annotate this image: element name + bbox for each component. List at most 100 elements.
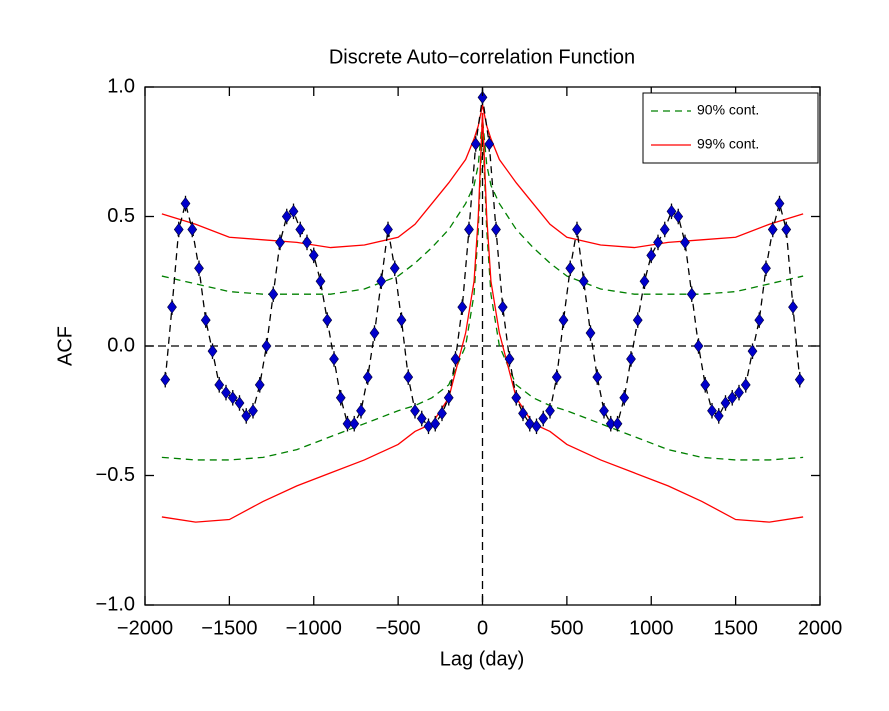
acf-point	[437, 406, 447, 420]
x-tick-label: 2000	[798, 617, 843, 639]
acf-point	[275, 235, 285, 249]
acf-point	[491, 222, 501, 236]
acf-point	[464, 222, 474, 236]
acf-point	[747, 344, 758, 358]
confidence-line	[161, 118, 804, 295]
acf-point	[700, 378, 711, 392]
acf-point	[653, 235, 663, 249]
acf-point	[774, 197, 785, 211]
legend-label: 90% cont.	[697, 102, 759, 118]
acf-point	[443, 391, 454, 405]
acf-point	[180, 197, 191, 211]
acf-point	[214, 378, 225, 392]
acf-point	[430, 417, 441, 431]
confidence-line	[161, 112, 804, 523]
acf-point	[457, 300, 468, 314]
confidence-line	[161, 125, 804, 461]
acf-point	[207, 344, 218, 358]
acf-point	[673, 210, 684, 223]
acf-point	[592, 370, 603, 384]
acf-point	[646, 248, 657, 262]
acf-point	[632, 313, 643, 327]
acf-point	[160, 373, 171, 387]
acf-point	[349, 417, 360, 431]
x-tick-label: 1000	[629, 617, 674, 639]
acf-point	[241, 409, 252, 423]
chart-title: Discrete Auto−correlation Function	[329, 46, 635, 68]
acf-point	[315, 274, 326, 288]
acf-point	[389, 261, 400, 275]
acf-point	[734, 386, 744, 400]
acf-point	[362, 370, 373, 384]
acf-point	[740, 378, 751, 392]
acf-point	[356, 404, 366, 418]
x-tick-label: −1000	[286, 617, 342, 639]
acf-point	[666, 204, 677, 218]
x-tick-label: 1500	[713, 617, 758, 639]
acf-point	[396, 313, 407, 327]
acf-point	[376, 274, 387, 288]
acf-point	[713, 409, 724, 423]
acf-point	[720, 396, 731, 410]
acf-point	[707, 404, 717, 418]
acf-point	[754, 313, 765, 327]
acf-point	[578, 274, 589, 288]
acf-point	[680, 235, 690, 249]
acf-point	[200, 313, 211, 327]
x-tick-label: −2000	[117, 617, 173, 639]
y-tick-label: 0.5	[107, 205, 135, 227]
acf-point	[254, 378, 265, 392]
acf-point	[788, 300, 798, 314]
acf-point	[227, 391, 238, 405]
acf-point	[761, 261, 771, 275]
acf-point	[322, 313, 333, 327]
acf-point	[369, 326, 380, 340]
acf-point	[268, 287, 279, 301]
acf-point	[572, 222, 582, 236]
acf-point	[531, 419, 542, 433]
y-tick-label: 1.0	[107, 75, 135, 97]
acf-point	[288, 204, 299, 218]
acf-point	[504, 352, 515, 366]
acf-point	[518, 406, 528, 420]
acf-point	[558, 313, 569, 327]
legend-label: 99% cont.	[697, 136, 759, 152]
acf-point	[484, 137, 495, 151]
y-axis-label: ACF	[54, 326, 76, 366]
acf-point	[551, 370, 562, 384]
acf-point	[410, 404, 420, 418]
x-tick-label: 500	[550, 617, 583, 639]
acf-point	[450, 352, 461, 366]
acf-point	[416, 412, 427, 426]
acf-point	[605, 417, 616, 431]
acf-point	[187, 222, 198, 236]
acf-point	[794, 373, 805, 387]
acf-point	[221, 386, 231, 400]
acf-point	[167, 300, 177, 314]
acf-point	[470, 137, 481, 151]
x-tick-label: 0	[477, 617, 488, 639]
acf-point	[477, 90, 488, 104]
y-tick-label: −1.0	[96, 593, 135, 615]
acf-point	[545, 404, 555, 418]
acf-point	[693, 339, 704, 353]
acf-point	[335, 391, 346, 405]
acf-point	[281, 210, 292, 223]
acf-point	[727, 391, 738, 405]
acf-point	[295, 222, 306, 236]
acf-point	[248, 404, 258, 418]
acf-point	[585, 326, 596, 340]
acf-point	[173, 222, 184, 236]
acf-point	[781, 222, 792, 236]
acf-point	[308, 248, 319, 262]
acf-point	[234, 396, 245, 410]
acf-point	[538, 412, 549, 426]
acf-point	[329, 352, 339, 366]
acf-point	[403, 370, 414, 384]
acf-point	[599, 404, 609, 418]
acf-point	[342, 417, 353, 431]
acf-point	[261, 339, 272, 353]
acf-point	[612, 417, 623, 431]
acf-point	[497, 300, 508, 314]
